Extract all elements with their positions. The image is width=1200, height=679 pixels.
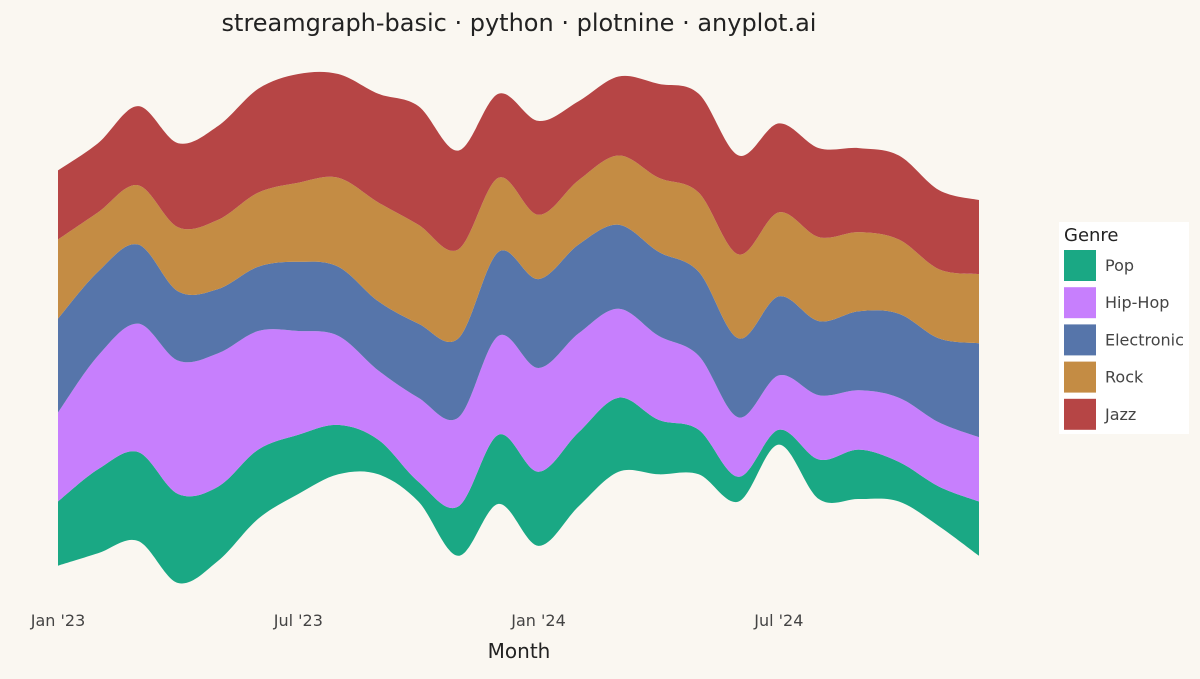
stream-layers [58,71,979,584]
legend-swatch-pop [1064,250,1096,281]
stream-layer-jazz [58,71,979,275]
legend-title: Genre [1064,225,1119,246]
x-axis-ticks: Jan '23 Jul '23 Jan '24 Jul '24 [30,611,804,630]
legend-label: Jazz [1104,405,1136,424]
stream-layer-electronic [58,224,979,438]
legend: Genre Pop Hip-Hop Electronic Rock Jazz [1059,222,1189,434]
stream-layer-pop [58,397,979,584]
x-tick-label: Jul '23 [273,611,323,630]
legend-swatch-jazz [1064,398,1096,430]
legend-swatch-hip-hop [1064,287,1096,319]
chart-title: streamgraph-basic · python · plotnine · … [222,9,817,37]
stream-layer-rock [58,155,979,344]
legend-label: Hip-Hop [1105,293,1169,312]
legend-label: Electronic [1105,330,1184,349]
stream-layer-hip-hop [58,308,979,509]
legend-swatch-electronic [1064,324,1096,356]
legend-label: Rock [1105,368,1144,387]
x-tick-label: Jan '24 [510,611,566,630]
legend-label: Pop [1105,256,1134,275]
legend-items: Pop Hip-Hop Electronic Rock Jazz [1064,250,1184,430]
x-axis-label: Month [488,639,551,663]
legend-swatch-rock [1064,361,1096,393]
x-tick-label: Jul '24 [753,611,803,630]
x-tick-label: Jan '23 [30,611,86,630]
